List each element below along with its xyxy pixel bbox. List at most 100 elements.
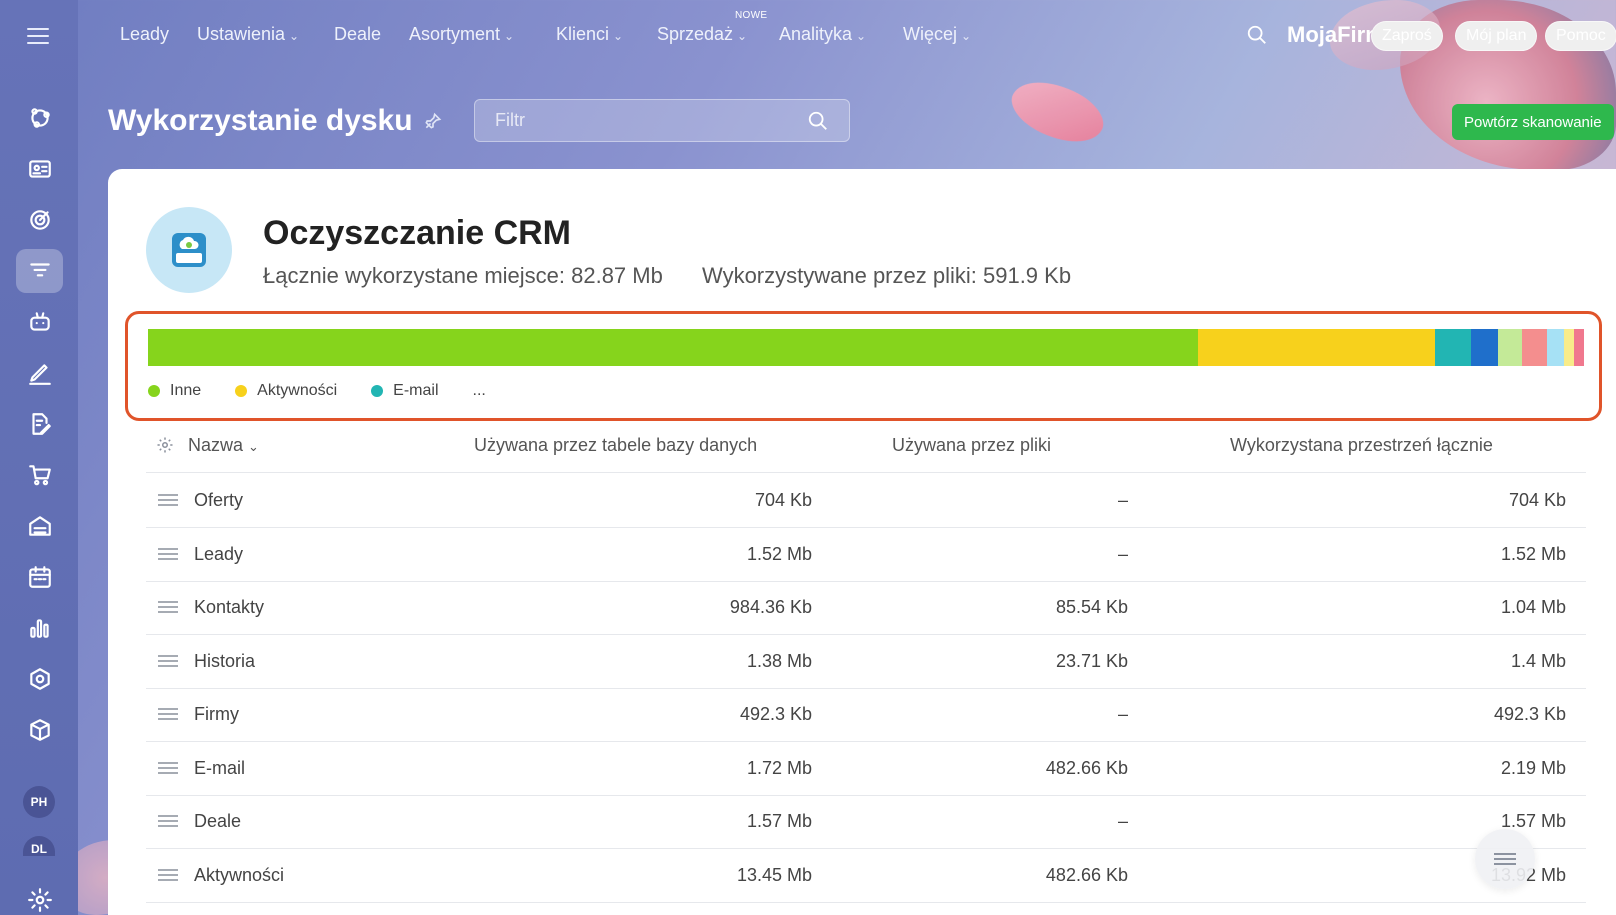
top-navigation: Leady Ustawienia ⌄ Deale Asortyment ⌄ Klie… [78,0,1616,72]
nav-item-leads[interactable]: Leady [120,24,170,44]
drag-handle-icon[interactable] [158,601,178,614]
chevron-down-icon: ⌄ [613,29,624,43]
my-plan-button[interactable]: Mój plan [1455,21,1538,51]
row-total-size: 1.04 Mb [1500,597,1566,617]
robot-icon[interactable] [16,300,63,344]
drag-handle-icon[interactable] [158,761,178,775]
crm-icon[interactable] [16,96,63,140]
filter-input[interactable] [495,110,807,131]
pin-icon[interactable] [423,111,443,131]
section-title: Oczyszczanie CRM [263,214,571,252]
help-button[interactable]: Pomoc [1545,21,1616,51]
legend-item[interactable]: Inne [148,382,201,400]
hexagon-icon[interactable] [16,657,63,701]
list-menu-button[interactable] [1475,829,1535,889]
table-row[interactable]: Leady 1.52 Mb – 1.52 Mb [146,527,1586,582]
drag-handle-icon[interactable] [158,494,178,507]
row-db-size: 13.45 Mb [736,864,812,885]
table-row[interactable]: Oferty 704 Kb – 704 Kb [146,473,1586,528]
usage-segment[interactable] [148,329,1198,366]
gear-icon[interactable] [156,436,174,454]
table-row[interactable]: Firmy 492.3 Kb – 492.3 Kb [146,687,1586,742]
row-total-size: 1.52 Mb [1500,543,1566,564]
nav-item-catalog[interactable]: Asortyment ⌄ [409,24,515,44]
row-name: Firmy [194,704,239,724]
cart-icon[interactable] [16,453,63,497]
avatar[interactable]: PH [23,786,55,818]
search-icon[interactable] [807,110,829,132]
row-total-size: 1.57 Mb [1500,811,1566,831]
chevron-down-icon: ⌄ [504,29,515,43]
invite-button[interactable]: Zaproś [1371,21,1443,51]
chevron-down-icon: ⌄ [737,29,748,43]
analytics-icon[interactable] [16,606,63,650]
row-db-size: 1.52 Mb [746,543,812,564]
signature-icon[interactable] [16,351,63,395]
menu-icon[interactable] [27,28,49,44]
legend-more[interactable]: ... [472,382,486,399]
nav-item-more[interactable]: Więcej ⌄ [903,24,972,44]
row-db-size: 984.36 Kb [729,597,812,617]
document-edit-icon[interactable] [16,402,63,446]
usage-segment[interactable] [1434,329,1471,366]
filter-funnel-icon[interactable] [16,249,63,293]
usage-segment[interactable] [1470,329,1498,366]
total-usage-text: Łącznie wykorzystane miejsce: 82.87 Mb [263,263,663,288]
left-sidebar: PH DL [0,0,78,915]
column-header-name[interactable]: Nazwa ⌄ [188,435,259,455]
usage-segment[interactable] [1546,329,1564,366]
warehouse-icon[interactable] [16,504,63,548]
column-header-total[interactable]: Wykorzystana przestrzeń łącznie [1230,435,1493,455]
row-total-size: 704 Kb [1508,490,1566,510]
rescan-button[interactable]: Powtórz skanowanie [1452,104,1614,140]
gear-icon[interactable] [16,878,63,915]
crm-cleanup-icon [146,207,232,293]
nav-item-sales[interactable]: Sprzedaż ⌄ [657,24,748,44]
row-files-size: – [1117,811,1128,831]
drag-handle-icon[interactable] [158,815,178,828]
drag-handle-icon[interactable] [158,654,178,668]
contacts-card-icon[interactable] [16,147,63,191]
row-files-size: – [1117,543,1128,564]
usage-segment[interactable] [1197,329,1435,366]
nav-item-settings[interactable]: Ustawienia ⌄ [197,24,300,44]
column-header-files[interactable]: Używana przez pliki [892,435,1052,455]
nav-item-analytics[interactable]: Analityka ⌄ [779,24,867,44]
row-files-size: 482.66 Kb [1045,864,1128,885]
nav-item-deals[interactable]: Deale [334,24,382,44]
avatar[interactable]: DL [23,836,55,856]
column-header-db[interactable]: Używana przez tabele bazy danych [474,435,758,455]
main-card: Oczyszczanie CRM Łącznie wykorzystane mi… [108,169,1616,915]
row-name: Leady [194,543,244,564]
drag-handle-icon[interactable] [158,708,178,721]
row-total-size: 492.3 Kb [1493,704,1566,724]
table-header: Nazwa ⌄ Używana przez tabele bazy danych… [146,419,1586,473]
nav-item-clients[interactable]: Klienci ⌄ [556,24,624,44]
row-files-size: – [1117,704,1128,724]
usage-legend: Inne Aktywności E-mail ... [148,382,486,400]
search-icon[interactable] [1246,24,1268,46]
usage-segment[interactable] [1563,329,1574,366]
usage-segment[interactable] [1497,329,1523,366]
row-total-size: 1.4 Mb [1510,650,1566,671]
table-row[interactable]: Historia 1.38 Mb 23.71 Kb 1.4 Mb [146,634,1586,689]
chevron-down-icon: ⌄ [856,29,867,43]
table-row[interactable]: Deale 1.57 Mb – 1.57 Mb [146,794,1586,849]
legend-item[interactable]: Aktywności [235,382,337,400]
calendar-icon[interactable] [16,555,63,599]
usage-segment[interactable] [1573,329,1584,366]
box-icon[interactable] [16,708,63,752]
table-row[interactable]: E-mail 1.72 Mb 482.66 Kb 2.19 Mb [146,741,1586,796]
row-name: Oferty [194,490,244,510]
row-total-size: 2.19 Mb [1500,757,1566,778]
target-icon[interactable] [16,198,63,242]
legend-dot [148,385,160,397]
table-row[interactable]: Kontakty 984.36 Kb 85.54 Kb 1.04 Mb [146,580,1586,635]
usage-segment[interactable] [1522,329,1547,366]
drag-handle-icon[interactable] [158,547,178,561]
filter-search[interactable] [474,99,850,142]
row-files-size: 85.54 Kb [1055,597,1128,617]
drag-handle-icon[interactable] [158,868,178,882]
legend-item[interactable]: E-mail [371,382,439,400]
